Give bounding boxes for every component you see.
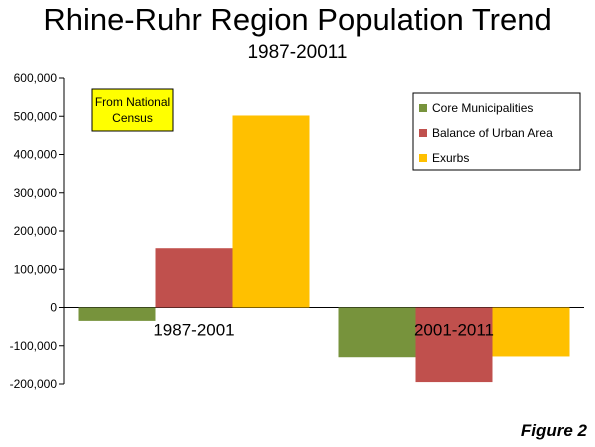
y-tick-label: 100,000 bbox=[14, 262, 58, 276]
legend-swatch-exurbs bbox=[419, 154, 427, 162]
y-tick-label: 200,000 bbox=[14, 224, 58, 238]
legend-box bbox=[412, 92, 581, 171]
legend: Core Municipalities Balance of Urban Are… bbox=[412, 92, 581, 171]
legend-label-core: Core Municipalities bbox=[432, 101, 533, 115]
annotation-line-1: From National bbox=[95, 95, 170, 109]
category-label: 2001-2011 bbox=[414, 321, 494, 340]
bar-exurbs-1987-2001 bbox=[232, 115, 310, 308]
category-label: 1987-2001 bbox=[153, 321, 234, 340]
y-tick-label: 300,000 bbox=[14, 186, 58, 200]
bar-exurbs-2001-2011 bbox=[492, 307, 570, 357]
annotation-background bbox=[91, 88, 174, 132]
y-tick-label: 400,000 bbox=[14, 148, 58, 162]
legend-swatch-balance bbox=[419, 129, 427, 137]
label-layer: 1987-2001 2001-2011 bbox=[153, 321, 494, 340]
annotation-line-2: Census bbox=[112, 111, 153, 125]
axis-layer: 600,000 500,000 400,000 300,000 200,000 100,0… bbox=[10, 71, 584, 391]
legend-swatch-core bbox=[419, 104, 427, 112]
bar-core-municipalities-2001-2011 bbox=[338, 307, 416, 358]
annotation-box: From National Census bbox=[91, 88, 174, 132]
figure-label: Figure 2 bbox=[520, 421, 587, 440]
y-tick-label: -100,000 bbox=[10, 339, 58, 353]
bar-core-municipalities-1987-2001 bbox=[78, 307, 156, 321]
bar-balance-of-urban-area-2001-2011 bbox=[415, 307, 493, 383]
chart-subtitle: 1987-20011 bbox=[247, 42, 348, 63]
chart-title: Rhine-Ruhr Region Population Trend bbox=[43, 2, 552, 37]
legend-label-exurbs: Exurbs bbox=[432, 151, 469, 165]
y-tick-label: 600,000 bbox=[14, 71, 58, 85]
bar-layer bbox=[78, 115, 570, 383]
y-tick-label: -200,000 bbox=[10, 377, 58, 391]
legend-label-balance: Balance of Urban Area bbox=[432, 126, 553, 140]
bar-balance-of-urban-area-1987-2001 bbox=[155, 248, 233, 308]
y-tick-label: 500,000 bbox=[14, 109, 58, 123]
y-tick-label: 0 bbox=[50, 301, 57, 315]
